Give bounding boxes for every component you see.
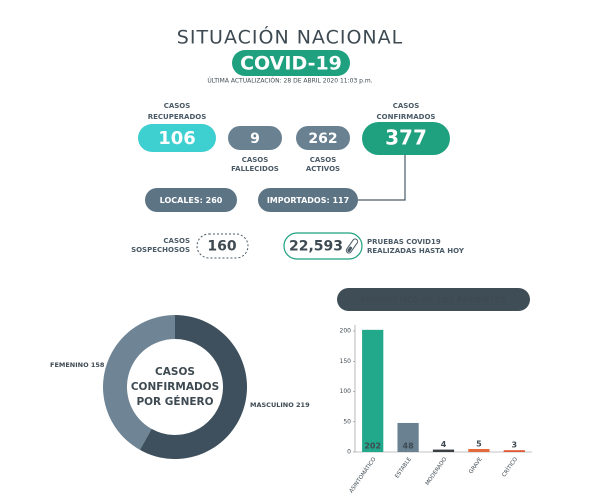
value: 158 bbox=[91, 361, 105, 369]
donut-title: POR GÉNERO bbox=[136, 395, 213, 408]
value: 219 bbox=[296, 401, 310, 409]
locales: LOCALES: 260 bbox=[160, 196, 223, 205]
connector bbox=[358, 150, 406, 201]
category: MASCULINO bbox=[250, 401, 294, 409]
data-label: 202 bbox=[364, 442, 381, 451]
pill-bg bbox=[296, 126, 350, 150]
x-tick-label: ESTABLE bbox=[394, 456, 413, 480]
label: ACTIVOS bbox=[306, 165, 340, 173]
bar bbox=[468, 448, 490, 452]
badge-bg bbox=[232, 50, 350, 76]
label: CASOS bbox=[164, 102, 191, 110]
y-tick-label: 100 bbox=[340, 388, 352, 395]
data-label: 48 bbox=[403, 442, 415, 451]
badge: COVID-19 bbox=[240, 53, 342, 75]
x-tick-label: MODERADO bbox=[425, 456, 449, 487]
value: 22,593 bbox=[289, 239, 343, 255]
x-tick-label: CRÍTICO bbox=[501, 455, 520, 478]
label: CASOS bbox=[242, 156, 269, 164]
legend-label: FEMENINO 158 bbox=[50, 361, 105, 369]
donut-title: CONFIRMADOS bbox=[131, 381, 219, 393]
data-label: 3 bbox=[512, 441, 518, 450]
value: 160 bbox=[207, 239, 236, 255]
donut-segment bbox=[139, 315, 247, 460]
data-label: 5 bbox=[476, 439, 482, 448]
y-tick-label: 150 bbox=[340, 358, 352, 365]
updated: ÚLTIMA ACTUALIZACIÓN: 28 DE ABRIL 2020 1… bbox=[207, 78, 372, 85]
bar bbox=[432, 449, 455, 452]
bar bbox=[503, 450, 525, 452]
pill-bg bbox=[258, 188, 358, 212]
donut-title: CASOS bbox=[155, 366, 195, 378]
test-tube-icon bbox=[345, 238, 359, 254]
value: 9 bbox=[250, 131, 260, 147]
bar bbox=[362, 329, 384, 452]
label: REALIZADAS HASTA HOY bbox=[367, 247, 465, 255]
pill-bg bbox=[196, 233, 249, 259]
x-tick-label: ASINTOMÁTICO bbox=[348, 455, 378, 494]
value: 377 bbox=[385, 126, 427, 150]
y-tick-label: 0 bbox=[347, 449, 351, 456]
legend-label: MASCULINO 219 bbox=[250, 401, 310, 409]
title: SITUACIÓN NACIONAL bbox=[177, 25, 403, 49]
pill-bg bbox=[362, 122, 450, 155]
label: CASOS bbox=[393, 102, 420, 110]
bar bbox=[397, 422, 419, 452]
pill-bg bbox=[228, 126, 282, 150]
category: FEMENINO bbox=[50, 361, 89, 369]
value: 262 bbox=[308, 131, 337, 147]
pill-bg bbox=[138, 124, 216, 152]
x-tick-label: GRAVE bbox=[468, 456, 484, 475]
label: CASOS bbox=[310, 156, 337, 164]
label: CONFIRMADOS bbox=[377, 113, 436, 121]
importados: IMPORTADOS: 117 bbox=[267, 196, 349, 205]
y-tick-label: 50 bbox=[343, 418, 351, 425]
donut-segment bbox=[103, 315, 175, 450]
chart-title-bg bbox=[337, 288, 530, 311]
chart-title: PRONÓSTICO DE LOS PACIENTES bbox=[360, 294, 506, 305]
data-label: 4 bbox=[441, 440, 447, 449]
label: RECUPERADOS bbox=[148, 113, 207, 121]
label: CASOS bbox=[163, 237, 190, 245]
y-tick-label: 200 bbox=[340, 328, 352, 335]
pill-bg bbox=[145, 188, 237, 212]
value: 106 bbox=[158, 128, 196, 149]
pill-bg bbox=[283, 232, 363, 260]
label: SOSPECHOSOS bbox=[131, 246, 190, 254]
label: PRUEBAS COVID19 bbox=[367, 238, 441, 246]
label: FALLECIDOS bbox=[231, 165, 279, 173]
